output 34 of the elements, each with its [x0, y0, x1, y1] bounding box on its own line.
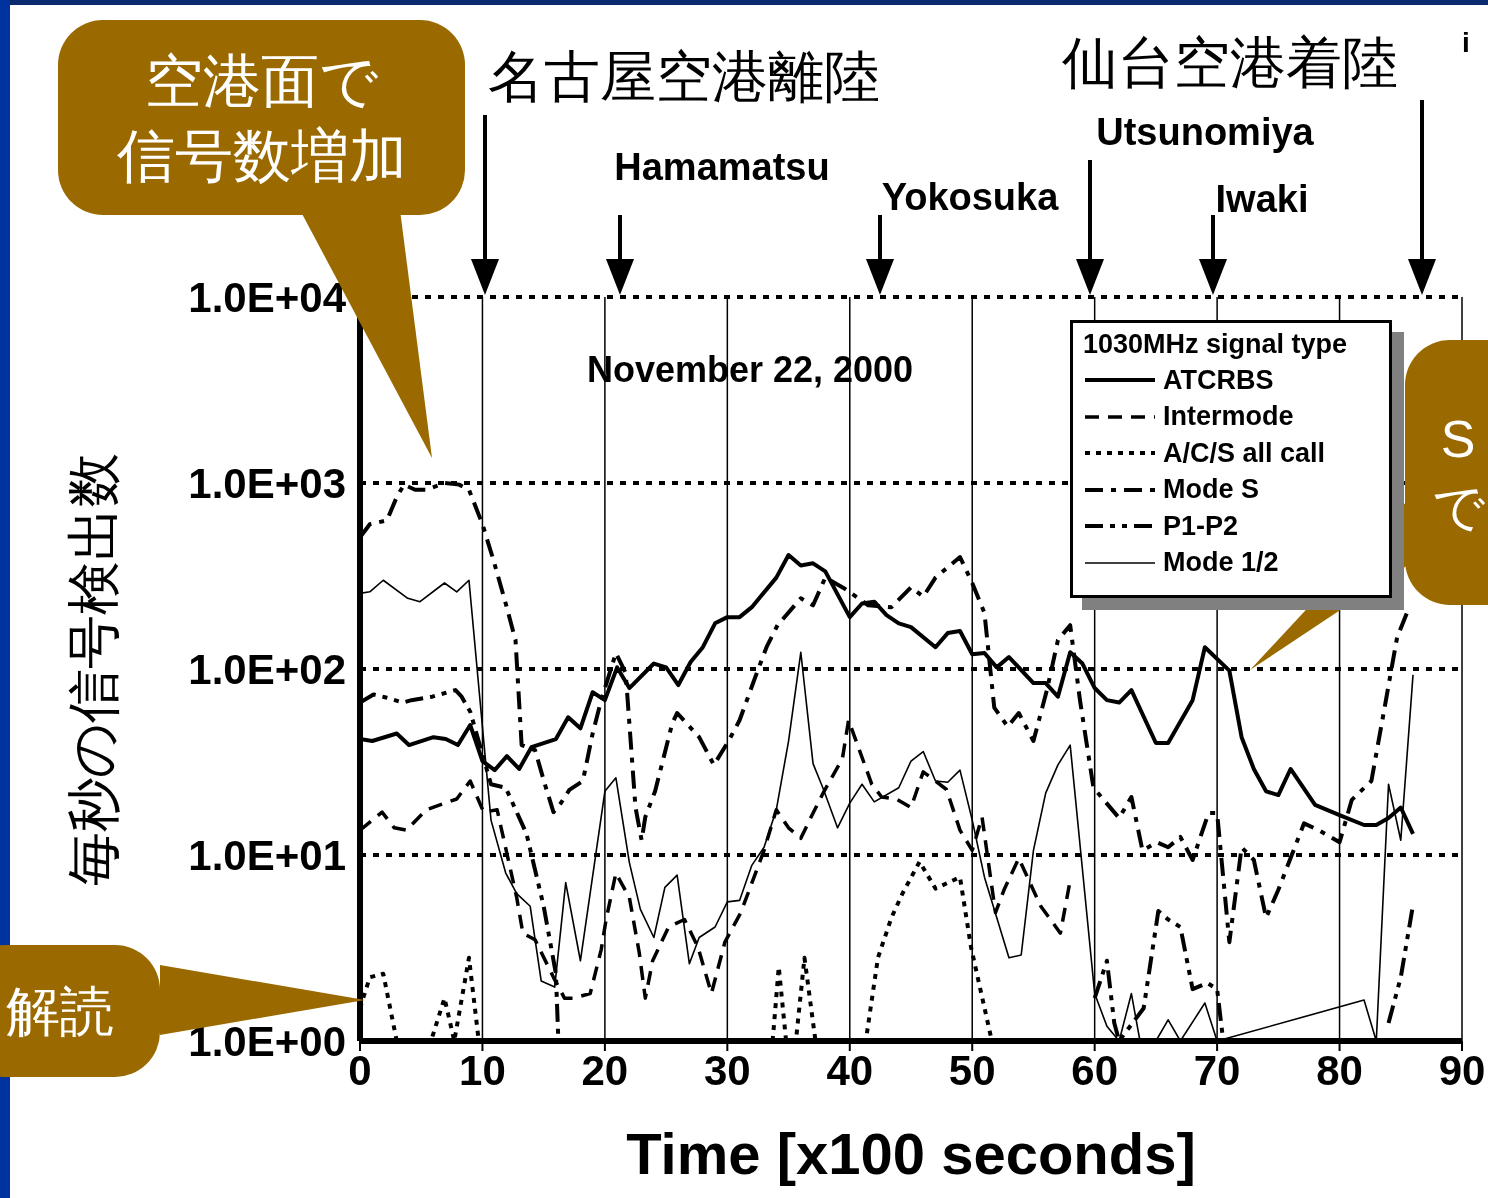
y-tick-label: 1.0E+00 — [188, 1017, 346, 1065]
x-tick-label: 0 — [348, 1046, 372, 1094]
text: Utsunomiya — [1096, 111, 1315, 153]
y-tick-label: 1.0E+02 — [188, 645, 346, 693]
y-tick-label: 1.0E+04 — [188, 273, 347, 321]
y-tick-label: 1.0E+01 — [188, 831, 346, 879]
text: Hamamatsu — [614, 146, 830, 188]
x-tick-label: 90 — [1438, 1046, 1486, 1094]
x-axis-title: Time [x100 seconds] — [626, 1121, 1196, 1186]
legend-label: Mode 1/2 — [1163, 547, 1279, 579]
legend-label: ATCRBS — [1163, 364, 1274, 396]
annotation: Sで — [1431, 410, 1486, 537]
text: Iwaki — [1215, 178, 1309, 220]
x-tick-label: 20 — [581, 1046, 629, 1094]
legend-label: Intermode — [1163, 401, 1294, 433]
x-tick-label: 40 — [826, 1046, 874, 1094]
x-tick-label: 80 — [1316, 1046, 1363, 1094]
text: 空港面で信号数増加 — [116, 47, 407, 189]
x-tick-label: 70 — [1193, 1046, 1241, 1094]
text: i — [1462, 27, 1470, 58]
x-tick-label: 30 — [703, 1046, 751, 1094]
legend-label: P1-P2 — [1163, 510, 1239, 542]
y-tick-label: 1.0E+03 — [188, 459, 346, 507]
x-tick-label: 50 — [948, 1046, 996, 1094]
text: Yokosuka — [881, 176, 1060, 218]
x-tick-label: 60 — [1071, 1046, 1119, 1094]
y-axis-title: 毎秒の信号検出数 — [63, 452, 123, 886]
text: 仙台空港着陸 — [1062, 31, 1398, 94]
legend-label: A/C/S all call — [1163, 437, 1326, 469]
legend-label: Mode S — [1163, 474, 1260, 506]
text: 名古屋空港離陸 — [488, 45, 880, 108]
legend-title: 1030MHz signal type — [1083, 329, 1349, 360]
x-tick-label: 10 — [459, 1046, 506, 1094]
text: 解読 — [6, 981, 114, 1042]
